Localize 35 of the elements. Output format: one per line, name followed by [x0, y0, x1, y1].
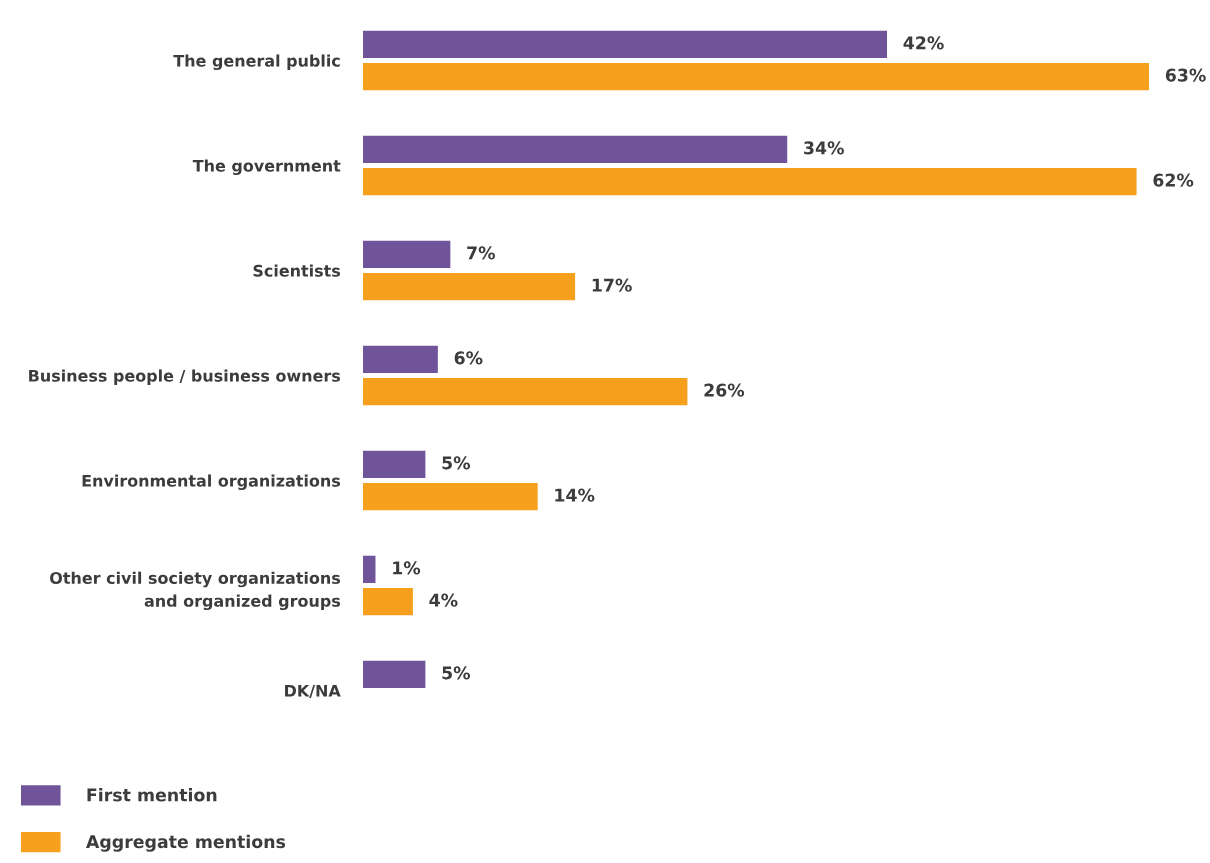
legend-label: First mention [87, 788, 217, 802]
y-tick-label: Other civil society organizations and organized groups [50, 571, 341, 611]
y-tick-label: The general public [173, 54, 340, 71]
bar [363, 345, 438, 374]
data-label: 7% [467, 246, 495, 260]
bar [363, 377, 688, 406]
bar [363, 272, 576, 301]
bar [363, 135, 788, 164]
bar [363, 660, 426, 689]
bar [363, 587, 413, 616]
bar [363, 30, 888, 59]
data-label: 5% [442, 666, 471, 680]
bar [363, 167, 1137, 196]
legend-label: Aggregate mentions [86, 834, 286, 852]
data-label: 5% [442, 456, 471, 470]
data-label: 6% [454, 351, 483, 365]
y-tick-label: Scientists [253, 264, 341, 277]
data-label: 4% [429, 593, 458, 607]
y-tick-label: The government [192, 159, 341, 176]
bar [363, 62, 1150, 91]
data-label: 62% [1153, 173, 1194, 187]
data-label: 63% [1165, 68, 1206, 82]
data-label: 1% [393, 561, 421, 575]
data-label: 34% [804, 141, 844, 155]
y-tick-label: Environmental organizations [82, 474, 341, 491]
data-label: 42% [903, 36, 944, 50]
data-label: 26% [704, 383, 745, 397]
data-label: 17% [592, 278, 632, 292]
bar [363, 555, 376, 584]
data-label: 14% [555, 488, 595, 502]
bar [363, 482, 538, 511]
y-tick-label: DK/NA [285, 684, 341, 699]
y-tick-label: Business people / business owners [29, 369, 341, 385]
bar [363, 450, 426, 479]
bar [363, 240, 451, 269]
